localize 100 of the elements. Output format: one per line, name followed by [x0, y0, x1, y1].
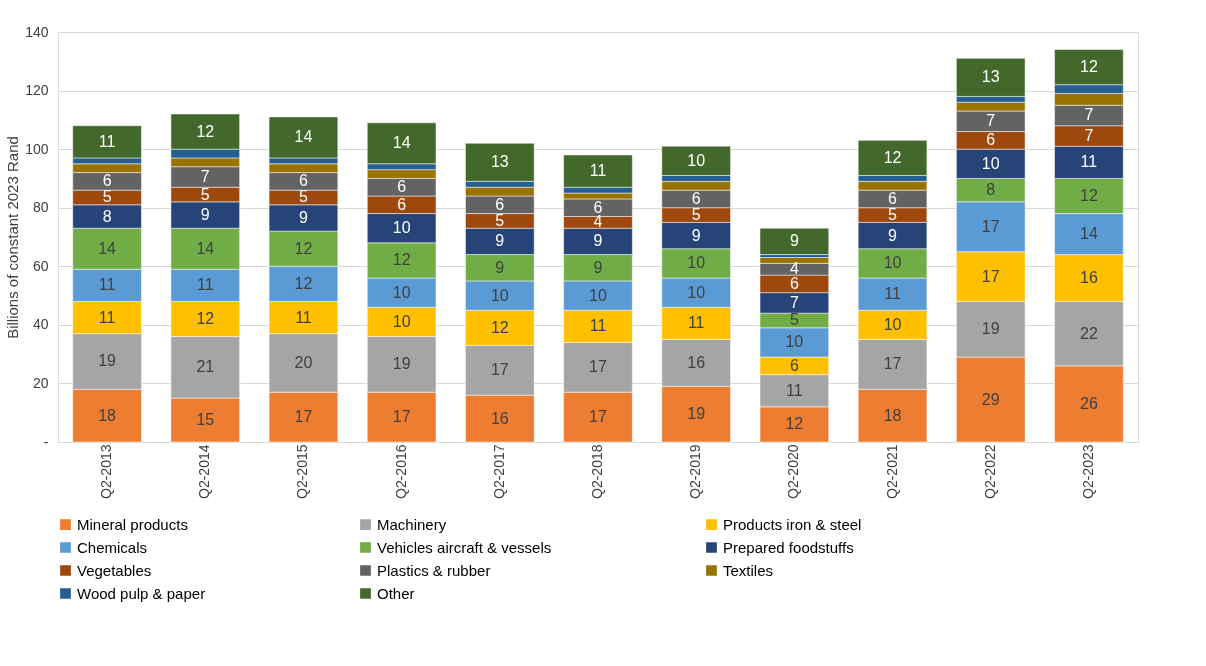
data-label: 16	[687, 353, 706, 371]
data-label: 13	[490, 153, 509, 171]
legend-label: Vehicles aircraft & vessels	[377, 538, 552, 556]
data-label: 5	[495, 211, 505, 229]
data-label: 10	[687, 283, 706, 301]
data-label: 11	[589, 317, 607, 335]
data-label: 14	[294, 128, 313, 146]
data-label: 29	[981, 390, 1000, 408]
x-tick-label: Q2-2019	[687, 444, 704, 499]
data-label: 9	[495, 232, 505, 250]
data-label: 10	[589, 286, 607, 304]
data-label: 11	[589, 162, 607, 180]
data-label: 13	[981, 68, 1000, 86]
data-label: 17	[883, 355, 902, 373]
y-tick-label: 40	[32, 316, 49, 333]
data-label: 16	[1080, 269, 1098, 286]
data-label: 9	[888, 226, 898, 244]
data-label: 12	[196, 310, 215, 327]
data-label: 17	[294, 408, 313, 426]
data-label: 6	[299, 172, 308, 190]
data-label: 19	[392, 355, 411, 373]
x-tick-label: Q2-2014	[196, 444, 213, 499]
data-label: 6	[495, 195, 505, 213]
data-label: 11	[98, 132, 116, 150]
data-label: 6	[691, 189, 701, 207]
data-label: 4	[593, 213, 603, 231]
x-tick-label: Q2-2020	[785, 444, 802, 499]
y-tick-label: 140	[25, 23, 49, 40]
data-label: 5	[888, 206, 898, 224]
y-tick-label: -	[43, 433, 49, 450]
data-label: 14	[98, 239, 117, 257]
data-label: 12	[490, 318, 509, 336]
data-label: 11	[295, 308, 312, 326]
data-label: 5	[200, 185, 210, 203]
data-label: 7	[1084, 106, 1094, 124]
y-tick-label: 20	[32, 374, 49, 391]
data-label: 10	[392, 219, 411, 237]
data-label: 17	[392, 408, 411, 426]
data-label: 6	[397, 178, 407, 196]
y-tick-label: 60	[32, 257, 49, 274]
data-label: 12	[294, 239, 313, 257]
data-label: 18	[98, 406, 117, 424]
y-axis-title: Billions of constant 2023 Rand	[4, 136, 22, 339]
x-tick-label: Q2-2016	[392, 444, 409, 499]
data-label: 8	[986, 181, 996, 199]
data-label: 6	[102, 172, 112, 190]
data-label: 9	[593, 258, 603, 276]
data-label: 5	[691, 206, 701, 224]
data-label: 11	[884, 285, 901, 303]
data-label: 10	[883, 254, 902, 272]
data-label: 9	[789, 232, 799, 250]
data-label: 10	[981, 154, 1000, 172]
legend-label: Wood pulp & paper	[77, 584, 206, 602]
legend-label: Chemicals	[77, 538, 148, 556]
data-label: 11	[687, 314, 705, 332]
data-label: 11	[1080, 153, 1098, 171]
data-label: 14	[1080, 225, 1098, 243]
legend-label: Prepared foodstuffs	[723, 538, 854, 556]
data-label: 9	[495, 258, 505, 276]
data-label: 8	[102, 207, 112, 225]
data-label: 16	[490, 409, 509, 427]
legend-label: Vegetables	[77, 561, 152, 579]
x-tick-label: Q2-2018	[589, 444, 605, 499]
data-label: 12	[883, 148, 902, 166]
data-label: 5	[789, 311, 799, 329]
x-tick-label: Q2-2015	[294, 444, 311, 499]
data-label: 6	[593, 198, 603, 216]
data-label: 6	[789, 356, 799, 374]
data-label: 14	[196, 239, 215, 257]
data-label: 6	[397, 195, 407, 213]
data-label: 9	[200, 206, 210, 224]
data-label: 10	[490, 286, 509, 304]
data-label: 7	[1084, 126, 1094, 144]
data-label: 10	[392, 283, 411, 301]
x-tick-label: Q2-2022	[981, 444, 998, 499]
bar	[759, 227, 829, 255]
data-label: 12	[1080, 58, 1098, 76]
legend-label: Mineral products	[77, 515, 188, 533]
data-label: 11	[98, 308, 116, 326]
data-label: 10	[392, 312, 411, 330]
data-label: 21	[196, 358, 215, 376]
legend-label: Textiles	[723, 561, 774, 579]
data-label: 7	[200, 167, 210, 185]
legend-label: Plastics & rubber	[377, 561, 491, 579]
data-label: 12	[1080, 187, 1098, 204]
y-tick-label: 80	[32, 199, 49, 216]
data-label: 17	[981, 267, 1000, 285]
data-label: 18	[883, 406, 902, 424]
data-label: 12	[785, 415, 804, 433]
data-label: 9	[691, 226, 701, 244]
data-label: 17	[589, 358, 607, 376]
data-label: 5	[299, 188, 308, 206]
data-label: 17	[981, 217, 1000, 235]
data-label: 9	[299, 208, 308, 226]
data-label: 7	[986, 112, 996, 130]
data-label: 26	[1080, 394, 1098, 412]
data-label: 6	[986, 131, 996, 149]
legend-label: Products iron & steel	[723, 515, 862, 533]
data-label: 19	[687, 405, 706, 423]
x-tick-label: Q2-2023	[1079, 444, 1096, 499]
